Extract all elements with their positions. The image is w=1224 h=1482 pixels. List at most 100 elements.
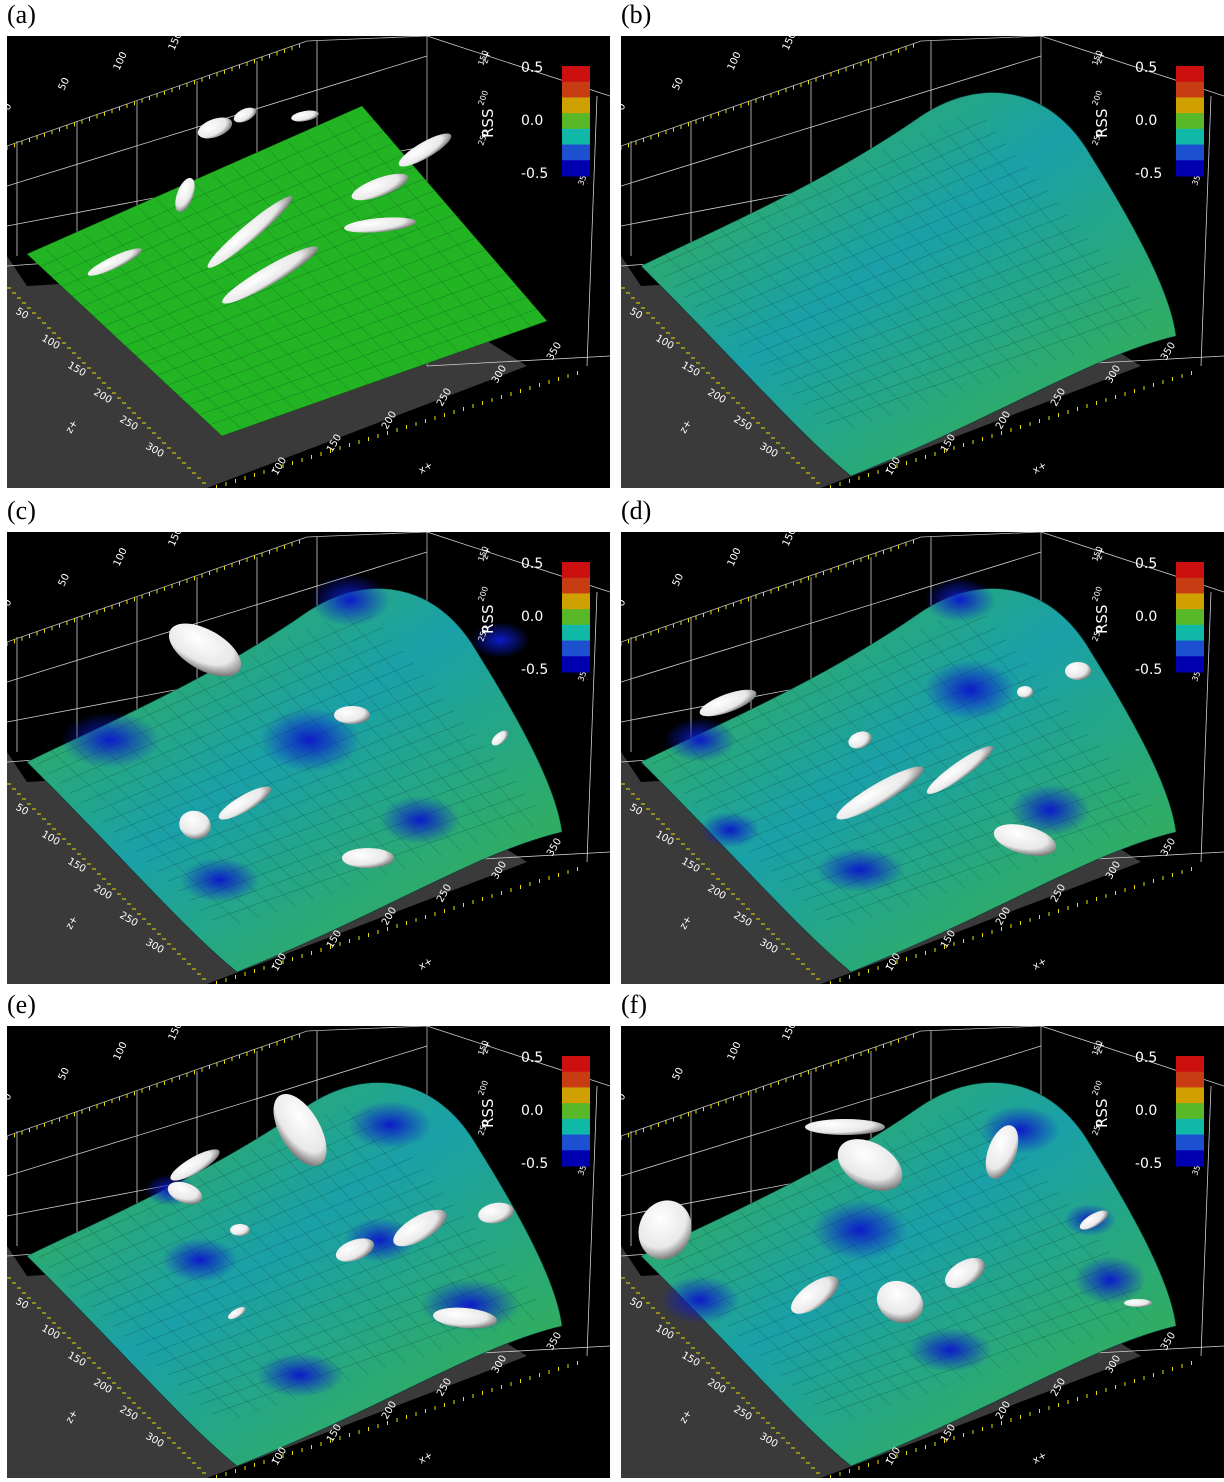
- colorbar-segment: [562, 577, 590, 594]
- colorbar-segment: [1176, 593, 1204, 610]
- colorbar-segment: [1176, 1150, 1204, 1167]
- vortex-isosurface: [433, 1307, 497, 1329]
- vortex-isosurface: [638, 1200, 692, 1260]
- y-axis-title: z+: [480, 546, 494, 561]
- vortex-isosurface: [334, 706, 370, 724]
- vortex-isosurface: [791, 1276, 839, 1314]
- colorbar-segment: [562, 1071, 590, 1088]
- right-tick-label: 200: [1090, 1079, 1104, 1096]
- vortex-isosurface: [228, 1306, 246, 1320]
- vortex-isosurface: [207, 196, 293, 268]
- x-tick-label: 350: [1159, 1330, 1178, 1352]
- colorbar-tick-label: 0.0: [1135, 1103, 1157, 1119]
- colorbar: RSS 0.5 0.0 -0.5: [1093, 1050, 1204, 1172]
- x-axis-title: x+: [1031, 956, 1049, 973]
- low-speed-region: [924, 578, 996, 622]
- low-speed-region: [700, 812, 760, 848]
- colorbar: RSS 0.5 0.0 -0.5: [479, 1050, 590, 1172]
- y-axis-title: z+: [1094, 50, 1108, 65]
- top-tick-label: 100: [726, 546, 744, 568]
- colorbar-tick-label: -0.5: [1135, 662, 1162, 678]
- colorbar-segment: [1176, 128, 1204, 146]
- vortex-isosurface: [179, 810, 211, 840]
- colorbar-segment: [1176, 1134, 1204, 1151]
- vortex-isosurface: [335, 1238, 375, 1262]
- top-tick-label: 50: [671, 76, 686, 92]
- colorbar: RSS 0.5 0.0 -0.5: [479, 60, 590, 182]
- colorbar: RSS 0.5 0.0 -0.5: [479, 556, 590, 678]
- vortex-isosurface: [342, 848, 394, 868]
- low-speed-region: [180, 858, 260, 902]
- colorbar-segment: [1176, 562, 1204, 579]
- panel-c: (c) 50 100 150 200 250 300 100 150 200 250 300 350 0 5…: [7, 496, 610, 988]
- vortex-isosurface: [993, 824, 1057, 856]
- colorbar-segment: [562, 160, 590, 177]
- axis-ticks: [7, 1033, 578, 1478]
- colorbar-title: RSS: [479, 605, 497, 634]
- colorbar-segment: [562, 1056, 590, 1073]
- right-tick-label: 200: [476, 89, 490, 106]
- colorbar-tick-label: -0.5: [1135, 1156, 1162, 1172]
- top-tick-label: 150: [167, 1026, 185, 1042]
- panel-a: (a) 50 100 150 200 250 300 100 150 200 250 300 350 0 5…: [7, 0, 610, 492]
- rss-surface: [26, 1082, 563, 1467]
- x-tick-label: 350: [1159, 340, 1178, 362]
- colorbar-segment: [562, 562, 590, 579]
- axis-ticks: [7, 43, 578, 488]
- top-tick-label: 50: [57, 76, 72, 92]
- vortex-isosurface: [848, 731, 872, 749]
- colorbar-tick-label: 0.0: [521, 113, 543, 129]
- colorbar-segment: [562, 640, 590, 657]
- x-axis-title: x+: [1031, 460, 1049, 477]
- colorbar-segment: [1176, 81, 1204, 98]
- colorbar-segment: [1176, 656, 1204, 673]
- colorbar-title: RSS: [479, 109, 497, 138]
- top-tick-label: 50: [57, 572, 72, 588]
- axis-ticks: [621, 539, 1192, 984]
- top-tick-label: 150: [781, 532, 799, 548]
- colorbar-segment: [1176, 1118, 1204, 1136]
- top-tick-label: 100: [726, 1040, 744, 1062]
- y-axis-title: z+: [480, 1040, 494, 1055]
- render-viewport: 50 100 150 200 250 300 100 150 200 250 300 350 0 50 10…: [7, 1026, 610, 1478]
- vortex-isosurface: [836, 766, 924, 820]
- colorbar-tick-label: 0.5: [1135, 1050, 1157, 1066]
- colorbar-tick-label: -0.5: [521, 662, 548, 678]
- top-tick-label: 100: [112, 1040, 130, 1062]
- x-tick-label: 350: [545, 1330, 564, 1352]
- panel-e: (e) 50 100 150 200 250 300 100 150 200 250 300 350 0 5…: [7, 990, 610, 1482]
- colorbar-segment: [1176, 1103, 1204, 1120]
- colorbar-tick-label: 0.5: [521, 556, 543, 572]
- colorbar-segment: [562, 144, 590, 161]
- right-tick-label: 200: [1090, 89, 1104, 106]
- colorbar-segment: [562, 1134, 590, 1151]
- low-speed-region: [260, 708, 360, 772]
- colorbar-segment: [562, 593, 590, 610]
- panel-label: (c): [7, 496, 36, 525]
- vortex-isosurface: [230, 1224, 250, 1236]
- top-tick-label: 100: [112, 50, 130, 72]
- render-viewport: 50 100 150 200 250 300 100 150 200 250 300 350 0 50 10…: [621, 1026, 1224, 1478]
- panel-label: (b): [621, 0, 652, 29]
- low-speed-region: [470, 622, 530, 658]
- low-speed-region: [924, 660, 1016, 720]
- x-axis-title: x+: [417, 1450, 435, 1467]
- axis-ticks: [621, 43, 1192, 488]
- colorbar-tick-label: 0.0: [1135, 609, 1157, 625]
- vortex-isosurface: [175, 177, 195, 213]
- top-tick-label: 50: [671, 572, 686, 588]
- colorbar-segment: [1176, 1056, 1204, 1073]
- top-tick-label: 150: [781, 1026, 799, 1042]
- low-speed-region: [60, 712, 160, 768]
- x-axis-title: x+: [417, 956, 435, 973]
- colorbar-segment: [562, 624, 590, 642]
- scene-3d: 5010015020025030010015020025030035005010…: [7, 1026, 610, 1478]
- vortex-isosurface: [1017, 686, 1033, 698]
- vortex-isosurface: [699, 689, 757, 717]
- panel-d: (d) 50 100 150 200 250 300 100 150 200 250 300 350 0 5…: [621, 496, 1224, 988]
- colorbar-segment: [562, 1103, 590, 1120]
- colorbar-segment: [562, 113, 590, 130]
- colorbar-segment: [1176, 609, 1204, 626]
- panel-label: (f): [621, 990, 647, 1019]
- colorbar-segment: [1176, 577, 1204, 594]
